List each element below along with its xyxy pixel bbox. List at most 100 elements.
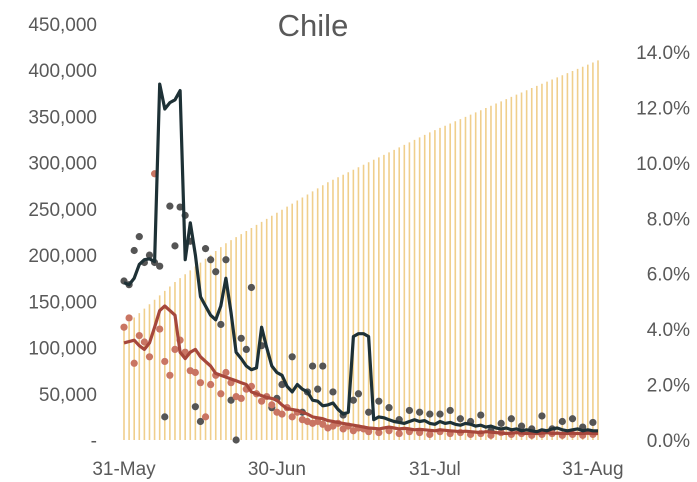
dark-point: [507, 415, 515, 423]
red-point: [365, 428, 373, 436]
dark-point: [237, 334, 245, 342]
left-tick-label: 400,000: [28, 61, 97, 82]
left-tick-label: 250,000: [28, 200, 97, 221]
red-point: [161, 357, 169, 366]
red-point: [375, 429, 383, 437]
red-point: [258, 397, 266, 405]
x-tick-label: 30-Jun: [248, 459, 306, 480]
red-point: [207, 380, 215, 389]
dark-point: [558, 417, 566, 426]
x-tick-label: 31-May: [92, 459, 156, 480]
dark-point: [385, 404, 393, 412]
red-point: [196, 379, 205, 387]
dark-line-series: [123, 82, 598, 434]
red-point: [125, 314, 133, 322]
dark-point: [212, 268, 220, 276]
red-point: [145, 353, 154, 361]
dark-line: [123, 82, 598, 434]
dark-point: [456, 415, 464, 423]
dark-point: [497, 419, 505, 427]
dark-point: [314, 385, 322, 393]
red-point: [288, 413, 296, 421]
left-tick-label: 450,000: [28, 15, 97, 36]
red-line: [123, 304, 598, 436]
x-axis-ticks: 31-May 30-Jun 31-Jul 31-Aug: [92, 459, 623, 480]
red-point: [156, 325, 164, 333]
dark-point: [135, 233, 143, 241]
left-tick-label: 50,000: [39, 385, 97, 406]
left-tick-label: 300,000: [28, 154, 97, 175]
dark-point: [426, 410, 434, 418]
right-tick-label: 14.0%: [636, 43, 690, 64]
dark-point: [319, 362, 327, 370]
dark-point: [477, 411, 485, 419]
red-point: [395, 429, 403, 438]
red-point: [217, 390, 225, 398]
right-tick-label: 12.0%: [636, 98, 690, 119]
dark-point: [568, 415, 577, 423]
right-tick-label: 4.0%: [647, 320, 690, 341]
dark-point: [166, 202, 174, 210]
dark-point: [176, 203, 184, 211]
right-tick-label: 10.0%: [636, 154, 690, 175]
red-point: [166, 371, 174, 379]
dark-point: [349, 396, 357, 404]
left-tick-label: 150,000: [28, 292, 97, 313]
left-tick-label: 350,000: [28, 107, 97, 128]
dark-point: [436, 410, 444, 418]
dark-point: [308, 362, 317, 370]
dark-point: [145, 251, 154, 259]
dark-point: [247, 283, 256, 292]
red-point: [120, 323, 128, 331]
x-tick-label: 31-Aug: [562, 459, 623, 480]
red-point: [135, 331, 143, 340]
red-point: [191, 368, 199, 377]
left-axis-ticks: - 50,000 100,000 150,000 200,000 250,000 300,0…: [28, 15, 97, 452]
dark-point: [201, 245, 210, 253]
right-tick-label: 0.0%: [647, 431, 690, 452]
dark-point: [171, 242, 179, 250]
red-point: [268, 401, 276, 409]
dark-point: [207, 256, 215, 264]
red-point: [201, 413, 210, 421]
dark-point: [191, 403, 199, 411]
red-point: [278, 410, 286, 418]
red-point: [130, 359, 138, 367]
x-tick-label: 31-Jul: [409, 459, 461, 480]
chart-title: Chile: [278, 8, 349, 43]
dark-point: [405, 406, 414, 415]
dark-point: [161, 413, 169, 421]
dark-point: [217, 320, 225, 329]
red-line-series: [123, 304, 598, 436]
dark-point: [329, 388, 337, 396]
dark-point: [375, 397, 383, 405]
dark-point: [446, 406, 454, 415]
left-tick-label: 200,000: [28, 246, 97, 267]
left-tick-label: 100,000: [28, 339, 97, 360]
dark-point: [354, 390, 363, 398]
dark-point: [517, 422, 526, 430]
red-point: [171, 345, 179, 354]
red-point: [140, 338, 148, 346]
right-tick-label: 6.0%: [647, 265, 690, 286]
red-point: [426, 430, 434, 439]
dark-point: [227, 396, 235, 404]
dark-point: [130, 246, 138, 255]
dark-point: [589, 418, 597, 427]
red-point: [237, 394, 245, 402]
dark-point: [365, 408, 373, 416]
right-tick-label: 2.0%: [647, 376, 690, 397]
dark-point: [222, 256, 230, 264]
dark-point: [156, 262, 164, 270]
red-point: [222, 368, 230, 377]
right-tick-label: 8.0%: [647, 209, 690, 230]
dark-point: [416, 408, 424, 416]
dark-point: [288, 353, 296, 361]
red-point: [319, 420, 327, 428]
dark-point: [538, 412, 546, 420]
dark-point: [196, 417, 205, 426]
dark-point: [242, 345, 250, 354]
left-tick-label: -: [91, 431, 97, 452]
dark-point: [232, 436, 240, 444]
